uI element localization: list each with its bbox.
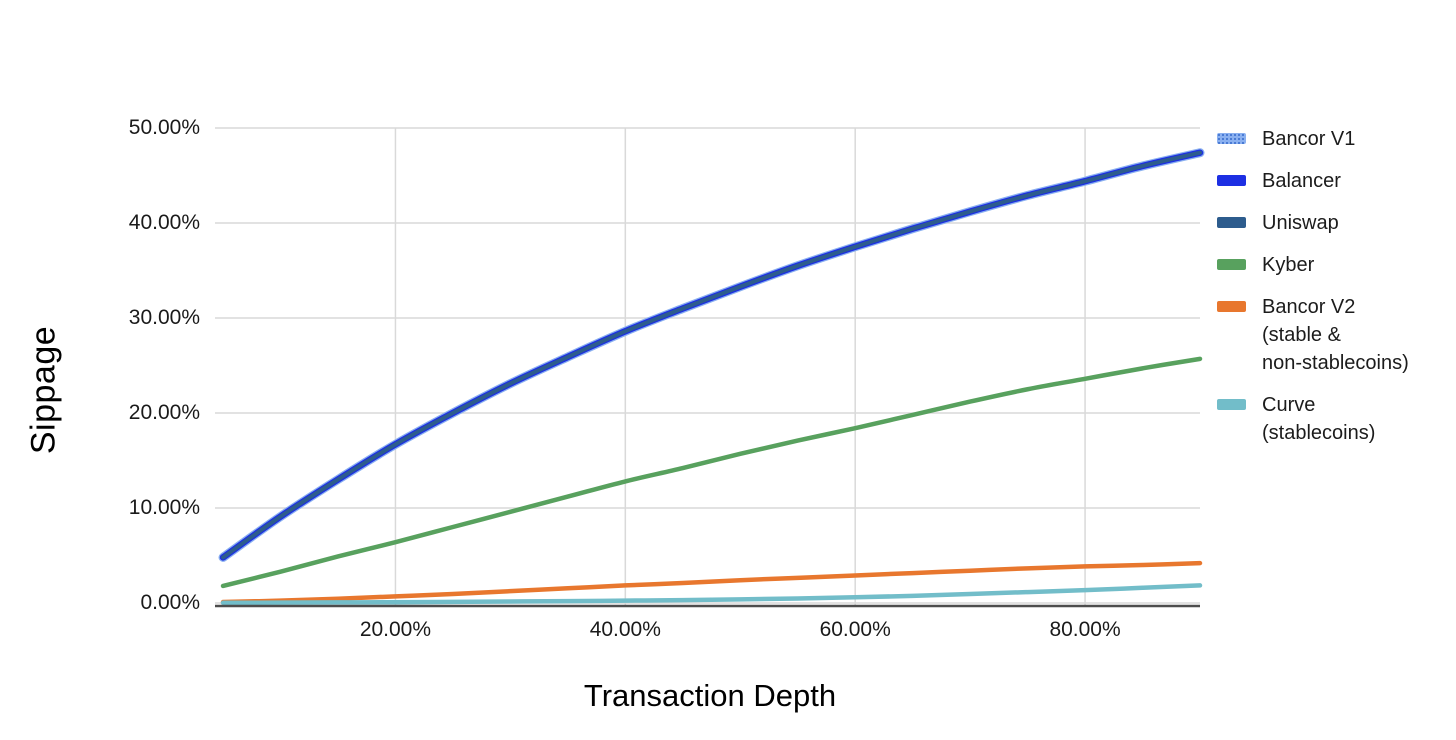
legend-label-uniswap: Uniswap [1262, 212, 1339, 234]
series-line-bancor-v2 [220, 560, 1203, 605]
legend-item-bancor-v2: Bancor V2 (stable & non-stablecoins) [1217, 293, 1447, 377]
x-axis-title: Transaction Depth [583, 678, 837, 713]
series-line-curve [220, 583, 1203, 606]
y-tick-label: 0.00% [140, 591, 200, 614]
y-tick-label: 40.00% [128, 211, 200, 234]
x-tick-label: 80.00% [1049, 618, 1121, 641]
gridlines [215, 127, 1200, 606]
series-line-uniswap [221, 150, 1202, 560]
legend-swatch-kyber [1217, 259, 1246, 270]
legend-item-uniswap: Uniswap [1217, 209, 1447, 237]
legend-label-bancor-v1: Bancor V1 [1262, 128, 1356, 150]
legend-label-balancer: Balancer [1262, 170, 1341, 192]
series-line-bancor-v1 [218, 148, 1205, 562]
y-tick-label: 50.00% [128, 116, 200, 139]
legend-item-bancor-v1: Bancor V1 [1217, 125, 1447, 153]
y-axis-title: Sippage [24, 325, 63, 455]
y-tick-label: 20.00% [128, 401, 200, 424]
legend-swatch-uniswap [1217, 217, 1246, 228]
legend-item-kyber: Kyber [1217, 251, 1447, 279]
legend-swatch-bancor-v1 [1217, 133, 1246, 144]
legend-item-curve: Curve (stablecoins) [1217, 391, 1447, 447]
series-lines [218, 148, 1205, 606]
legend-swatch-bancor-v2 [1217, 301, 1246, 312]
x-tick-label: 40.00% [589, 618, 661, 641]
x-tick-label: 60.00% [819, 618, 891, 641]
y-tick-label: 10.00% [128, 496, 200, 519]
legend-swatch-balancer [1217, 175, 1246, 186]
series-line-kyber [220, 356, 1203, 589]
x-tick-label: 20.00% [359, 618, 432, 641]
legend-label-kyber: Kyber [1262, 254, 1315, 276]
legend-label-bancor-v2: Bancor V2 (stable & non-stablecoins) [1262, 296, 1409, 374]
legend: Bancor V1 Balancer Uniswap Kyber Bancor V2 (s… [1217, 125, 1447, 461]
legend-label-curve: Curve (stablecoins) [1262, 394, 1376, 444]
series-line-balancer [219, 149, 1204, 561]
legend-item-balancer: Balancer [1217, 167, 1447, 195]
y-tick-label: 30.00% [128, 306, 200, 329]
legend-swatch-curve [1217, 399, 1246, 410]
